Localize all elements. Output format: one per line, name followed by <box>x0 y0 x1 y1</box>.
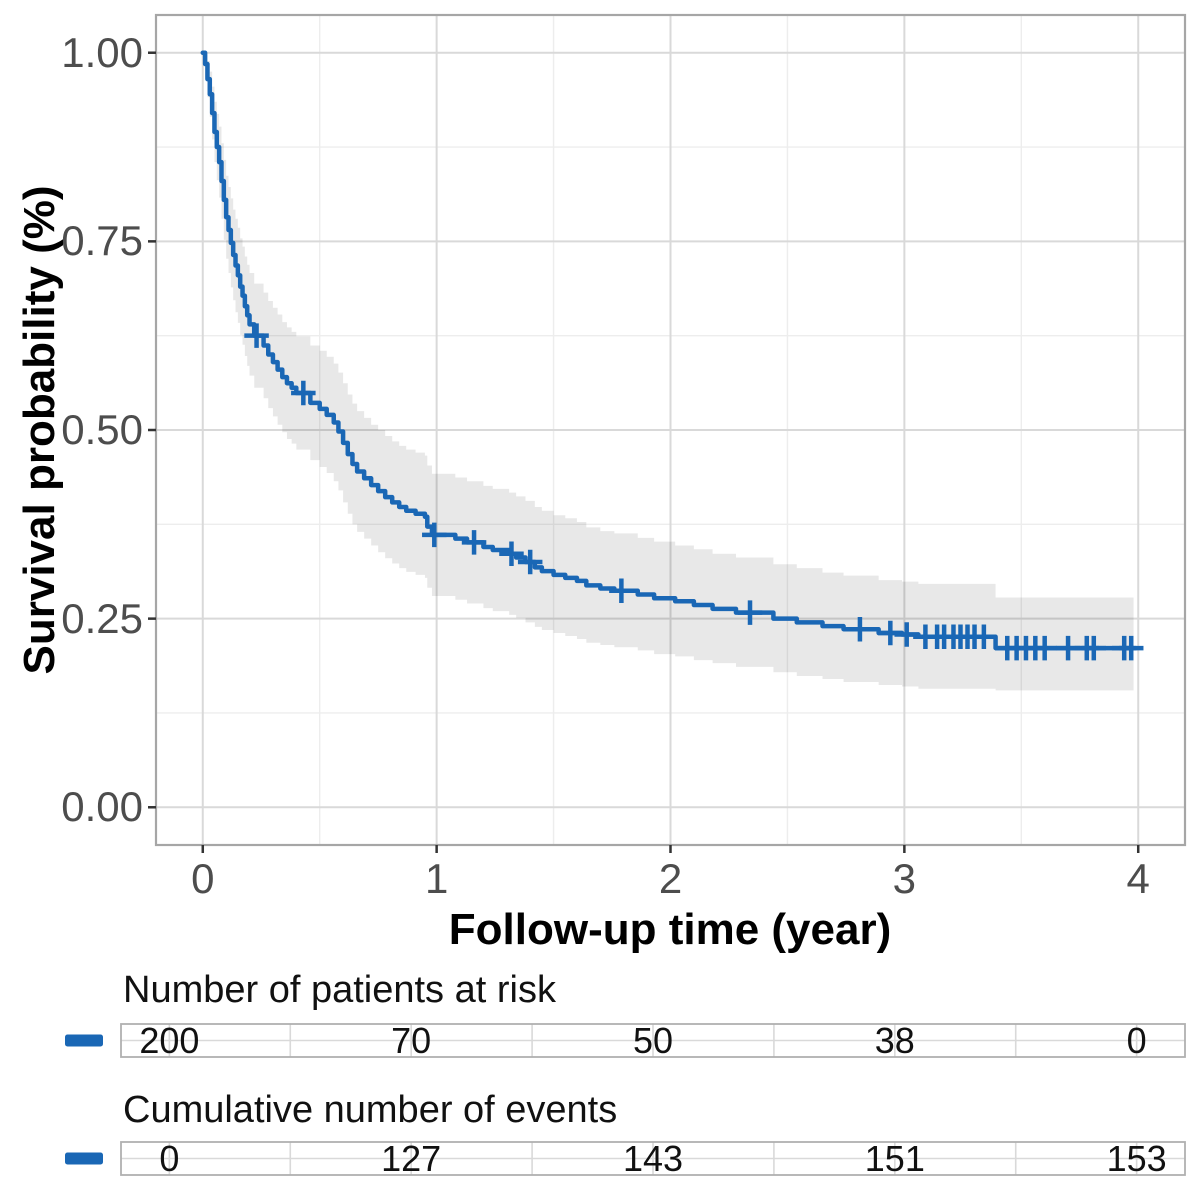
event-count: 153 <box>1106 1137 1167 1179</box>
risk-table-title: Number of patients at risk <box>123 969 556 1011</box>
risk-count: 200 <box>139 1019 200 1061</box>
censor-mark <box>1118 635 1144 661</box>
censor-mark <box>244 323 269 348</box>
risk-count: 50 <box>632 1019 674 1061</box>
table-border <box>120 1023 1186 1058</box>
y-axis-title: Survival probability (%) <box>15 185 64 675</box>
y-tick-label: 0.25 <box>61 594 143 642</box>
censor-mark <box>737 600 763 625</box>
x-tick-label: 2 <box>658 855 683 902</box>
censor-mark <box>499 541 524 566</box>
x-tick-label: 1 <box>424 855 449 902</box>
y-tick-label: 0.50 <box>61 406 143 453</box>
censor-mark <box>1032 635 1057 661</box>
event-count: 143 <box>622 1137 684 1179</box>
y-tick-label: 0.00 <box>61 783 143 831</box>
risk-count: 0 <box>1126 1019 1147 1061</box>
y-tick-label: 1.00 <box>61 28 143 76</box>
censor-mark <box>1081 635 1107 661</box>
table-border <box>120 1141 1186 1176</box>
risk-count: 38 <box>874 1019 915 1061</box>
risk-group-dash-icon <box>65 1034 103 1047</box>
event-count: 127 <box>381 1137 442 1179</box>
x-tick-label: 3 <box>892 855 917 902</box>
censor-mark <box>894 622 919 647</box>
events-table-title: Cumulative number of events <box>123 1089 618 1131</box>
censor-mark <box>847 616 873 642</box>
x-tick-label: 4 <box>1126 855 1150 902</box>
censor-mark <box>609 578 634 603</box>
censor-mark <box>422 522 447 548</box>
risk-count: 70 <box>391 1019 432 1061</box>
y-tick-label: 0.75 <box>61 217 143 265</box>
censor-mark <box>971 624 997 649</box>
survival-curve <box>200 50 1136 651</box>
censor-mark <box>291 380 316 406</box>
event-count: 151 <box>864 1137 925 1179</box>
x-tick-label: 0 <box>191 855 215 902</box>
x-axis-title: Follow-up time (year) <box>448 905 892 954</box>
event-count: 0 <box>159 1137 180 1179</box>
censor-mark <box>461 530 487 555</box>
events-group-dash-icon <box>65 1152 103 1165</box>
censor-mark <box>517 549 543 575</box>
